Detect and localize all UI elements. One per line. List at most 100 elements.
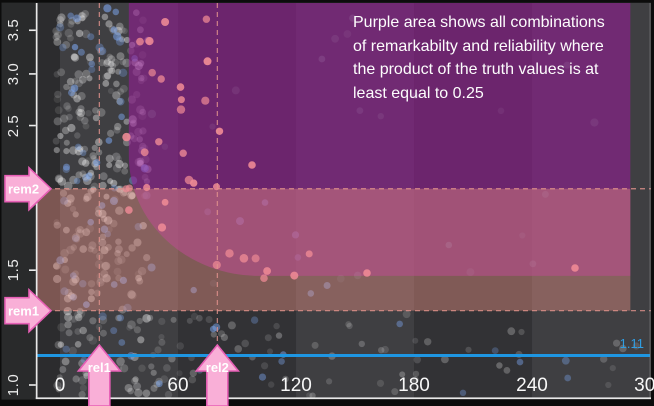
- border-left: [0, 0, 2, 406]
- scatter-point: [609, 365, 616, 372]
- scatter-point: [99, 233, 107, 240]
- scatter-point: [158, 334, 165, 340]
- scatter-point: [336, 274, 345, 283]
- scatter-point: [69, 205, 77, 213]
- scatter-point: [63, 139, 70, 146]
- scatter-point: [77, 48, 85, 56]
- scatter-point: [115, 68, 122, 75]
- scatter-point: [110, 179, 118, 187]
- scatter-point: [100, 269, 109, 278]
- scatter-point: [133, 382, 142, 391]
- scatter-point: [231, 86, 240, 95]
- scatter-point: [62, 345, 70, 353]
- scatter-point: [120, 364, 129, 373]
- scatter-point: [116, 185, 125, 194]
- scatter-point: [66, 77, 75, 86]
- scatter-point: [118, 26, 126, 34]
- scatter-point: [89, 317, 97, 325]
- scatter-point: [123, 251, 130, 258]
- scatter-point: [56, 20, 64, 28]
- scatter-point: [109, 219, 118, 228]
- arrow-rem1[interactable]: [4, 287, 53, 334]
- scatter-point: [63, 83, 70, 91]
- scatter-point: [176, 105, 186, 114]
- scatter-point: [71, 275, 80, 284]
- scatter-point: [81, 29, 91, 39]
- scatter-point: [186, 317, 193, 324]
- scatter-point: [105, 20, 113, 28]
- scatter-point: [105, 154, 114, 163]
- arrow-rel1[interactable]: [76, 343, 123, 406]
- scatter-point: [115, 245, 123, 254]
- scatter-point: [104, 216, 113, 225]
- scatter-point: [70, 53, 78, 61]
- scatter-point: [57, 177, 67, 186]
- scatter-point: [54, 90, 62, 99]
- scatter-point: [131, 377, 139, 385]
- scatter-point: [92, 114, 100, 122]
- scatter-point: [78, 376, 87, 385]
- scatter-point: [150, 369, 157, 376]
- scatter-point: [466, 268, 475, 277]
- scatter-point: [115, 238, 122, 245]
- scatter-point: [441, 355, 449, 364]
- scatter-point: [85, 172, 93, 180]
- scatter-point: [77, 145, 84, 152]
- scatter-point: [56, 16, 65, 24]
- scatter-point: [140, 148, 149, 157]
- y-tick-mark: [29, 73, 36, 75]
- scatter-point: [119, 276, 127, 284]
- scatter-point: [90, 186, 97, 193]
- scatter-point: [104, 72, 112, 80]
- scatter-point: [57, 68, 66, 77]
- scatter-point: [154, 346, 162, 354]
- scatter-point: [104, 58, 111, 66]
- scatter-point: [412, 370, 420, 378]
- scatter-point: [143, 183, 151, 192]
- scatter-point: [124, 384, 133, 392]
- scatter-point: [209, 325, 217, 333]
- scatter-point: [161, 198, 169, 206]
- scatter-point: [88, 336, 98, 345]
- scatter-point: [71, 53, 80, 62]
- scatter-point: [76, 226, 84, 234]
- arrow-rem2[interactable]: [4, 165, 53, 212]
- scatter-point: [176, 342, 184, 350]
- scatter-point: [63, 102, 71, 110]
- y-tick-label: 1.5: [5, 259, 22, 282]
- scatter-point: [63, 148, 70, 155]
- arrow-rel2[interactable]: [194, 343, 241, 406]
- scatter-point: [83, 195, 90, 203]
- scatter-point: [496, 362, 503, 369]
- scatter-point: [99, 329, 107, 337]
- scatter-point: [112, 152, 121, 162]
- scatter-point: [163, 364, 171, 372]
- scatter-point: [275, 332, 283, 339]
- scatter-point: [176, 83, 185, 91]
- scatter-point: [600, 355, 608, 363]
- scatter-point: [60, 287, 69, 296]
- scatter-point: [68, 315, 76, 324]
- scatter-point: [64, 28, 74, 38]
- scatter-point: [67, 21, 75, 28]
- scatter-point: [69, 146, 78, 155]
- scatter-point: [412, 376, 419, 384]
- scatter-point: [377, 113, 384, 120]
- scatter-point: [150, 384, 158, 392]
- scatter-point: [118, 339, 126, 346]
- y-tick-mark: [29, 124, 36, 127]
- scatter-point: [116, 52, 125, 61]
- scatter-point: [53, 263, 60, 270]
- scatter-point: [125, 206, 133, 214]
- scatter-point: [69, 294, 77, 301]
- scatter-point: [139, 222, 147, 230]
- scatter-point: [63, 181, 73, 191]
- scatter-point: [82, 159, 90, 167]
- scatter-point: [311, 341, 319, 349]
- scatter-point: [57, 323, 66, 332]
- scatter-point: [202, 15, 211, 23]
- annotation-line: least equal to 0.25: [353, 84, 484, 102]
- scatter-point: [74, 146, 84, 156]
- scatter-point: [96, 276, 105, 284]
